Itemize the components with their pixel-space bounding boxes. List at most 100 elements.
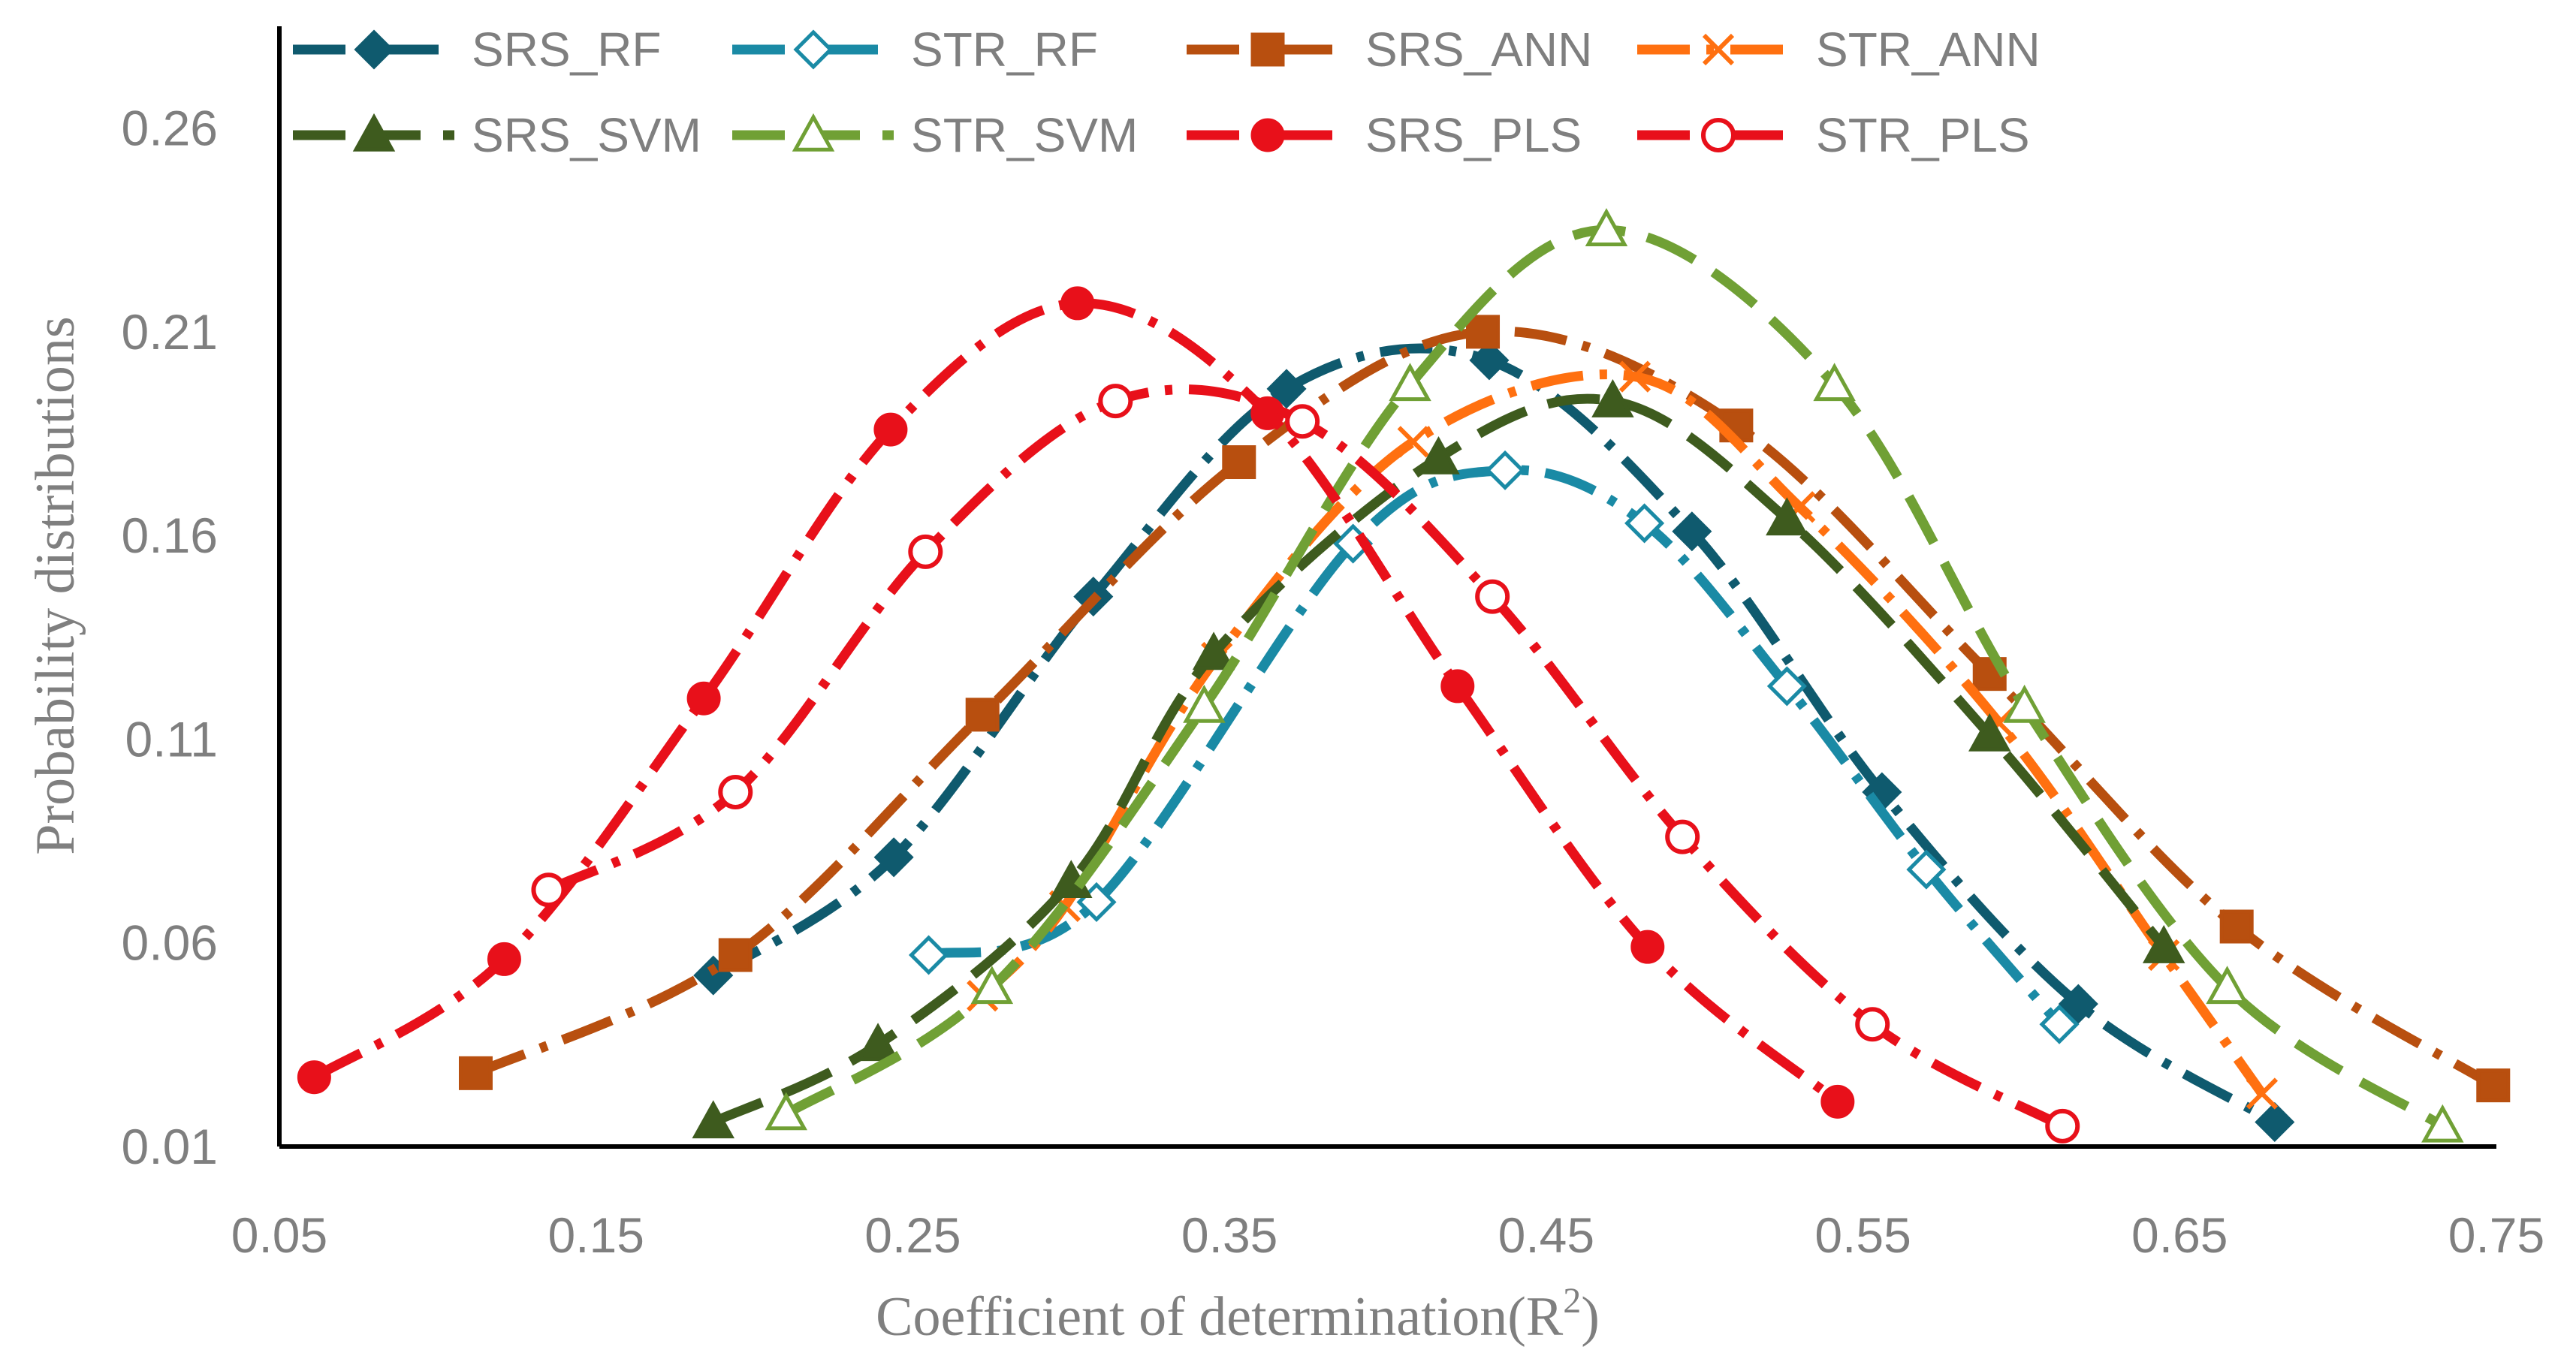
data-point (1389, 363, 1431, 402)
series-layer (297, 208, 2511, 1144)
data-point (1672, 511, 1712, 552)
data-point (1440, 669, 1475, 704)
data-point (2039, 1004, 2080, 1044)
data-point (1469, 340, 1510, 381)
data-point (1968, 713, 2011, 752)
x-tick-label: 0.55 (1814, 1207, 1911, 1263)
x-tick-label: 0.05 (231, 1207, 327, 1263)
data-point (1417, 435, 1460, 475)
series-line (473, 326, 2496, 1090)
legend-marker (1250, 118, 1285, 152)
data-point (1591, 378, 1634, 417)
plot-area (277, 26, 2511, 1149)
data-point (1624, 503, 1665, 544)
y-tick-labels: 0.01 0.06 0.11 0.16 0.21 0.26 (122, 101, 218, 1174)
data-point (908, 935, 949, 975)
x-tick-label: 0.15 (547, 1207, 644, 1263)
legend-label: STR_RF (911, 23, 1098, 77)
legend-label: STR_SVM (911, 108, 1138, 162)
data-point (692, 1100, 734, 1139)
y-tick-label: 0.26 (122, 101, 218, 156)
x-axis-title: Coefficient of determination(R2) (876, 1281, 1600, 1348)
data-point (2421, 1104, 2464, 1143)
data-point (2206, 966, 2249, 1005)
legend-marker (1701, 118, 1736, 152)
data-point (458, 1056, 493, 1090)
legend-marker (1702, 33, 1735, 66)
y-tick-label: 0.21 (122, 304, 218, 360)
legend-item-srs-svm: SRS_SVM (293, 108, 701, 162)
data-point (1813, 363, 1856, 402)
data-point (1630, 930, 1665, 964)
legend-label: STR_ANN (1816, 23, 2041, 77)
data-point (2003, 684, 2046, 723)
x-tick-labels: 0.05 0.15 0.25 0.35 0.45 0.55 0.65 0.75 (231, 1207, 2544, 1263)
data-point (2246, 1077, 2279, 1110)
y-tick-label: 0.01 (122, 1119, 218, 1174)
series-srs-pls (297, 286, 1855, 1119)
x-tick-label: 0.65 (2131, 1207, 2228, 1263)
x-axis-title-superscript: 2 (1563, 1281, 1581, 1321)
data-point (1585, 208, 1628, 246)
data-point (2142, 925, 2185, 963)
legend-label: SRS_ANN (1365, 23, 1592, 77)
data-point (765, 1092, 807, 1131)
data-point (970, 966, 1014, 1005)
x-tick-label: 0.75 (2448, 1207, 2544, 1263)
legend: SRS_RF STR_RF SRS_ANN STR_ANN SRS_SVM STR_SVM… (293, 23, 2041, 162)
series-str-svm (765, 208, 2464, 1143)
data-point (718, 938, 753, 972)
data-point (1475, 579, 1510, 614)
data-point (2045, 1108, 2080, 1144)
data-point (1485, 450, 1525, 490)
data-point (487, 942, 521, 976)
series-line (927, 465, 2063, 1028)
data-point (965, 698, 1000, 732)
legend-label: SRS_PLS (1365, 108, 1582, 162)
x-tick-label: 0.25 (864, 1207, 961, 1263)
x-axis-title-text: Coefficient of determination(R (876, 1286, 1564, 1348)
data-point (2476, 1068, 2511, 1103)
data-point (1665, 819, 1700, 854)
data-point (873, 412, 908, 447)
data-point (1766, 497, 1808, 536)
y-tick-label: 0.16 (122, 508, 218, 563)
legend-marker (1250, 32, 1285, 67)
data-point (1192, 631, 1235, 670)
data-point (1183, 684, 1226, 723)
x-axis-title-close: ) (1581, 1286, 1600, 1348)
data-point (1222, 445, 1256, 480)
legend-item-str-rf: STR_RF (732, 23, 1098, 77)
data-point (1098, 384, 1133, 419)
legend-item-str-pls: STR_PLS (1637, 108, 2030, 162)
data-point (1466, 315, 1501, 349)
series-line (311, 298, 1841, 1106)
data-point (1397, 426, 1429, 458)
legend-item-srs-ann: SRS_ANN (1187, 23, 1592, 77)
data-point (531, 872, 566, 908)
data-point (2058, 984, 2098, 1024)
legend-marker (793, 29, 834, 70)
legend-item-srs-rf: SRS_RF (293, 23, 662, 77)
data-point (908, 534, 943, 569)
legend-marker (354, 29, 394, 70)
legend-item-str-svm: STR_SVM (732, 108, 1138, 162)
y-tick-label: 0.06 (122, 915, 218, 971)
series-str-pls (531, 384, 2080, 1144)
y-axis-title: Probability distributions (25, 316, 86, 854)
data-point (718, 774, 753, 809)
data-point (686, 681, 721, 716)
data-point (297, 1060, 331, 1095)
data-point (2219, 909, 2254, 944)
x-tick-label: 0.45 (1498, 1207, 1594, 1263)
data-point (1618, 360, 1651, 393)
y-tick-label: 0.11 (125, 711, 218, 767)
data-point (856, 1023, 900, 1062)
x-tick-label: 0.35 (1181, 1207, 1277, 1263)
legend-marker (352, 113, 396, 152)
legend-item-srs-pls: SRS_PLS (1187, 108, 1582, 162)
legend-marker (792, 113, 835, 152)
data-point (1766, 666, 1807, 707)
